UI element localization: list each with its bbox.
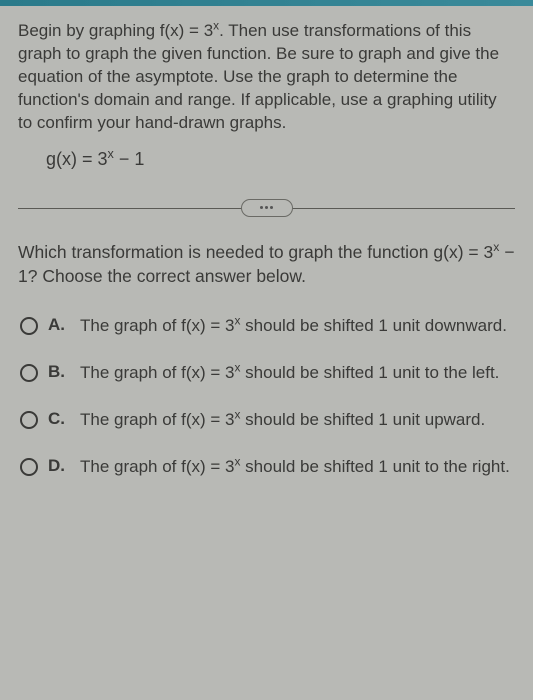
option-c[interactable]: C. The graph of f(x) = 3x should be shif… bbox=[20, 409, 515, 432]
option-letter: D. bbox=[48, 456, 70, 476]
option-letter: C. bbox=[48, 409, 70, 429]
pill-dot-icon bbox=[270, 206, 273, 209]
collapse-pill[interactable] bbox=[241, 199, 293, 217]
radio-icon[interactable] bbox=[20, 317, 38, 335]
function-definition: g(x) = 3x − 1 bbox=[46, 149, 515, 170]
option-text: The graph of f(x) = 3x should be shifted… bbox=[80, 315, 507, 338]
prompt-text: Begin by graphing f(x) = 3x. Then use tr… bbox=[18, 20, 515, 135]
option-letter: B. bbox=[48, 362, 70, 382]
option-a[interactable]: A. The graph of f(x) = 3x should be shif… bbox=[20, 315, 515, 338]
option-text: The graph of f(x) = 3x should be shifted… bbox=[80, 456, 510, 479]
radio-icon[interactable] bbox=[20, 458, 38, 476]
options-list: A. The graph of f(x) = 3x should be shif… bbox=[18, 315, 515, 479]
option-text: The graph of f(x) = 3x should be shifted… bbox=[80, 409, 485, 432]
pill-dot-icon bbox=[260, 206, 263, 209]
option-b[interactable]: B. The graph of f(x) = 3x should be shif… bbox=[20, 362, 515, 385]
radio-icon[interactable] bbox=[20, 364, 38, 382]
question-text: Which transformation is needed to graph … bbox=[18, 240, 515, 289]
option-text: The graph of f(x) = 3x should be shifted… bbox=[80, 362, 499, 385]
radio-icon[interactable] bbox=[20, 411, 38, 429]
option-letter: A. bbox=[48, 315, 70, 335]
option-d[interactable]: D. The graph of f(x) = 3x should be shif… bbox=[20, 456, 515, 479]
section-divider bbox=[18, 198, 515, 218]
content-area: Begin by graphing f(x) = 3x. Then use tr… bbox=[0, 6, 533, 512]
pill-dot-icon bbox=[265, 206, 268, 209]
